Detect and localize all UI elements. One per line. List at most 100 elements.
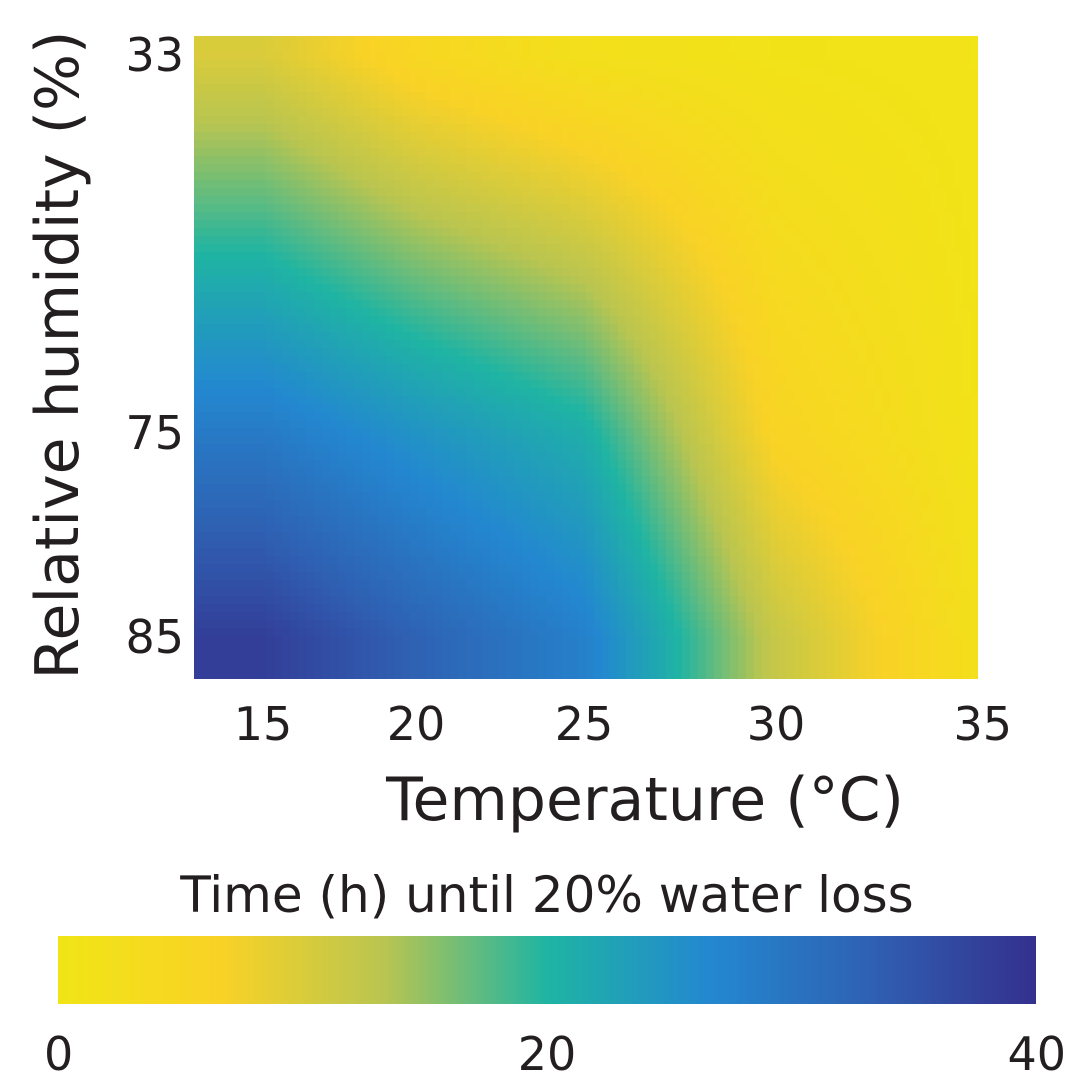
heatmap-cell bbox=[914, 372, 923, 381]
heatmap-cell bbox=[826, 196, 835, 205]
heatmap-cell bbox=[538, 252, 547, 261]
heatmap-cell bbox=[258, 188, 267, 197]
heatmap-cell bbox=[674, 244, 683, 253]
heatmap-cell bbox=[730, 260, 739, 269]
heatmap-cell bbox=[810, 100, 819, 109]
heatmap-cell bbox=[578, 300, 587, 309]
heatmap-cell bbox=[810, 428, 819, 437]
heatmap-cell bbox=[610, 324, 619, 333]
heatmap-cell bbox=[354, 132, 363, 141]
heatmap-cell bbox=[410, 204, 419, 213]
heatmap-cell bbox=[786, 180, 795, 189]
heatmap-cell bbox=[746, 404, 755, 413]
heatmap-cell bbox=[370, 76, 379, 85]
heatmap-cell bbox=[434, 212, 443, 221]
heatmap-cell bbox=[338, 36, 347, 45]
heatmap-cell bbox=[346, 76, 355, 85]
heatmap-cell bbox=[682, 116, 691, 125]
heatmap-cell bbox=[530, 164, 539, 173]
heatmap-cell bbox=[482, 412, 491, 421]
heatmap-cell bbox=[386, 412, 395, 421]
heatmap-cell bbox=[314, 52, 323, 61]
heatmap-cell bbox=[338, 60, 347, 69]
heatmap-cell bbox=[562, 332, 571, 341]
heatmap-cell bbox=[922, 36, 931, 45]
heatmap-cell bbox=[370, 132, 379, 141]
heatmap-cell bbox=[610, 268, 619, 277]
heatmap-cell bbox=[570, 140, 579, 149]
heatmap-cell bbox=[330, 324, 339, 333]
heatmap-cell bbox=[402, 140, 411, 149]
heatmap-cell bbox=[466, 340, 475, 349]
heatmap-cell bbox=[290, 300, 299, 309]
heatmap-cell bbox=[322, 380, 331, 389]
heatmap-cell bbox=[690, 316, 699, 325]
heatmap-cell bbox=[818, 404, 827, 413]
heatmap-cell bbox=[322, 244, 331, 253]
heatmap-cell bbox=[218, 132, 227, 141]
heatmap-cell bbox=[898, 324, 907, 333]
heatmap-cell bbox=[426, 180, 435, 189]
heatmap-cell bbox=[306, 412, 315, 421]
heatmap-cell bbox=[482, 316, 491, 325]
heatmap-cell bbox=[970, 180, 978, 189]
heatmap-cell bbox=[458, 92, 467, 101]
heatmap-cell bbox=[786, 276, 795, 285]
heatmap-cell bbox=[474, 108, 483, 117]
heatmap-cell bbox=[850, 252, 859, 261]
heatmap-cell bbox=[818, 428, 827, 437]
heatmap-cell bbox=[722, 220, 731, 229]
heatmap-cell bbox=[410, 292, 419, 301]
heatmap-cell bbox=[482, 268, 491, 277]
heatmap-cell bbox=[378, 364, 387, 373]
heatmap-cell bbox=[426, 228, 435, 237]
heatmap-cell bbox=[762, 356, 771, 365]
heatmap-cell bbox=[658, 252, 667, 261]
heatmap-cell bbox=[794, 52, 803, 61]
heatmap-cell bbox=[474, 44, 483, 53]
heatmap-cell bbox=[282, 428, 291, 437]
heatmap-cell bbox=[946, 388, 955, 397]
heatmap-cell bbox=[754, 436, 763, 445]
heatmap-cell bbox=[882, 132, 891, 141]
heatmap-cell bbox=[490, 212, 499, 221]
heatmap-cell bbox=[570, 316, 579, 325]
heatmap-cell bbox=[418, 404, 427, 413]
heatmap-cell bbox=[618, 212, 627, 221]
heatmap-cell bbox=[730, 236, 739, 245]
heatmap-cell bbox=[642, 212, 651, 221]
heatmap-cell bbox=[282, 52, 291, 61]
heatmap-cell bbox=[626, 236, 635, 245]
heatmap-cell bbox=[474, 124, 483, 133]
heatmap-cell bbox=[226, 356, 235, 365]
heatmap-cell bbox=[338, 140, 347, 149]
heatmap-cell bbox=[450, 44, 459, 53]
heatmap-cell bbox=[210, 380, 219, 389]
heatmap-cell bbox=[802, 60, 811, 69]
heatmap-cell bbox=[450, 412, 459, 421]
heatmap-cell bbox=[810, 188, 819, 197]
heatmap-cell bbox=[578, 380, 587, 389]
heatmap-cell bbox=[290, 60, 299, 69]
heatmap-cell bbox=[322, 132, 331, 141]
heatmap-cell bbox=[426, 116, 435, 125]
heatmap-cell bbox=[962, 236, 971, 245]
heatmap-cell bbox=[450, 164, 459, 173]
heatmap-cell bbox=[674, 364, 683, 373]
heatmap-cell bbox=[690, 204, 699, 213]
heatmap-cell bbox=[490, 116, 499, 125]
heatmap-cell bbox=[970, 260, 978, 269]
heatmap-cell bbox=[970, 164, 978, 173]
heatmap-cell bbox=[666, 132, 675, 141]
heatmap-cell bbox=[690, 132, 699, 141]
heatmap-cell bbox=[698, 36, 707, 45]
heatmap-cell bbox=[938, 436, 947, 445]
heatmap-cell bbox=[698, 92, 707, 101]
heatmap-cell bbox=[866, 156, 875, 165]
heatmap-cell bbox=[466, 276, 475, 285]
heatmap-cell bbox=[514, 100, 523, 109]
heatmap-cell bbox=[234, 212, 243, 221]
heatmap-cell bbox=[770, 292, 779, 301]
heatmap-cell bbox=[626, 260, 635, 269]
heatmap-cell bbox=[354, 380, 363, 389]
